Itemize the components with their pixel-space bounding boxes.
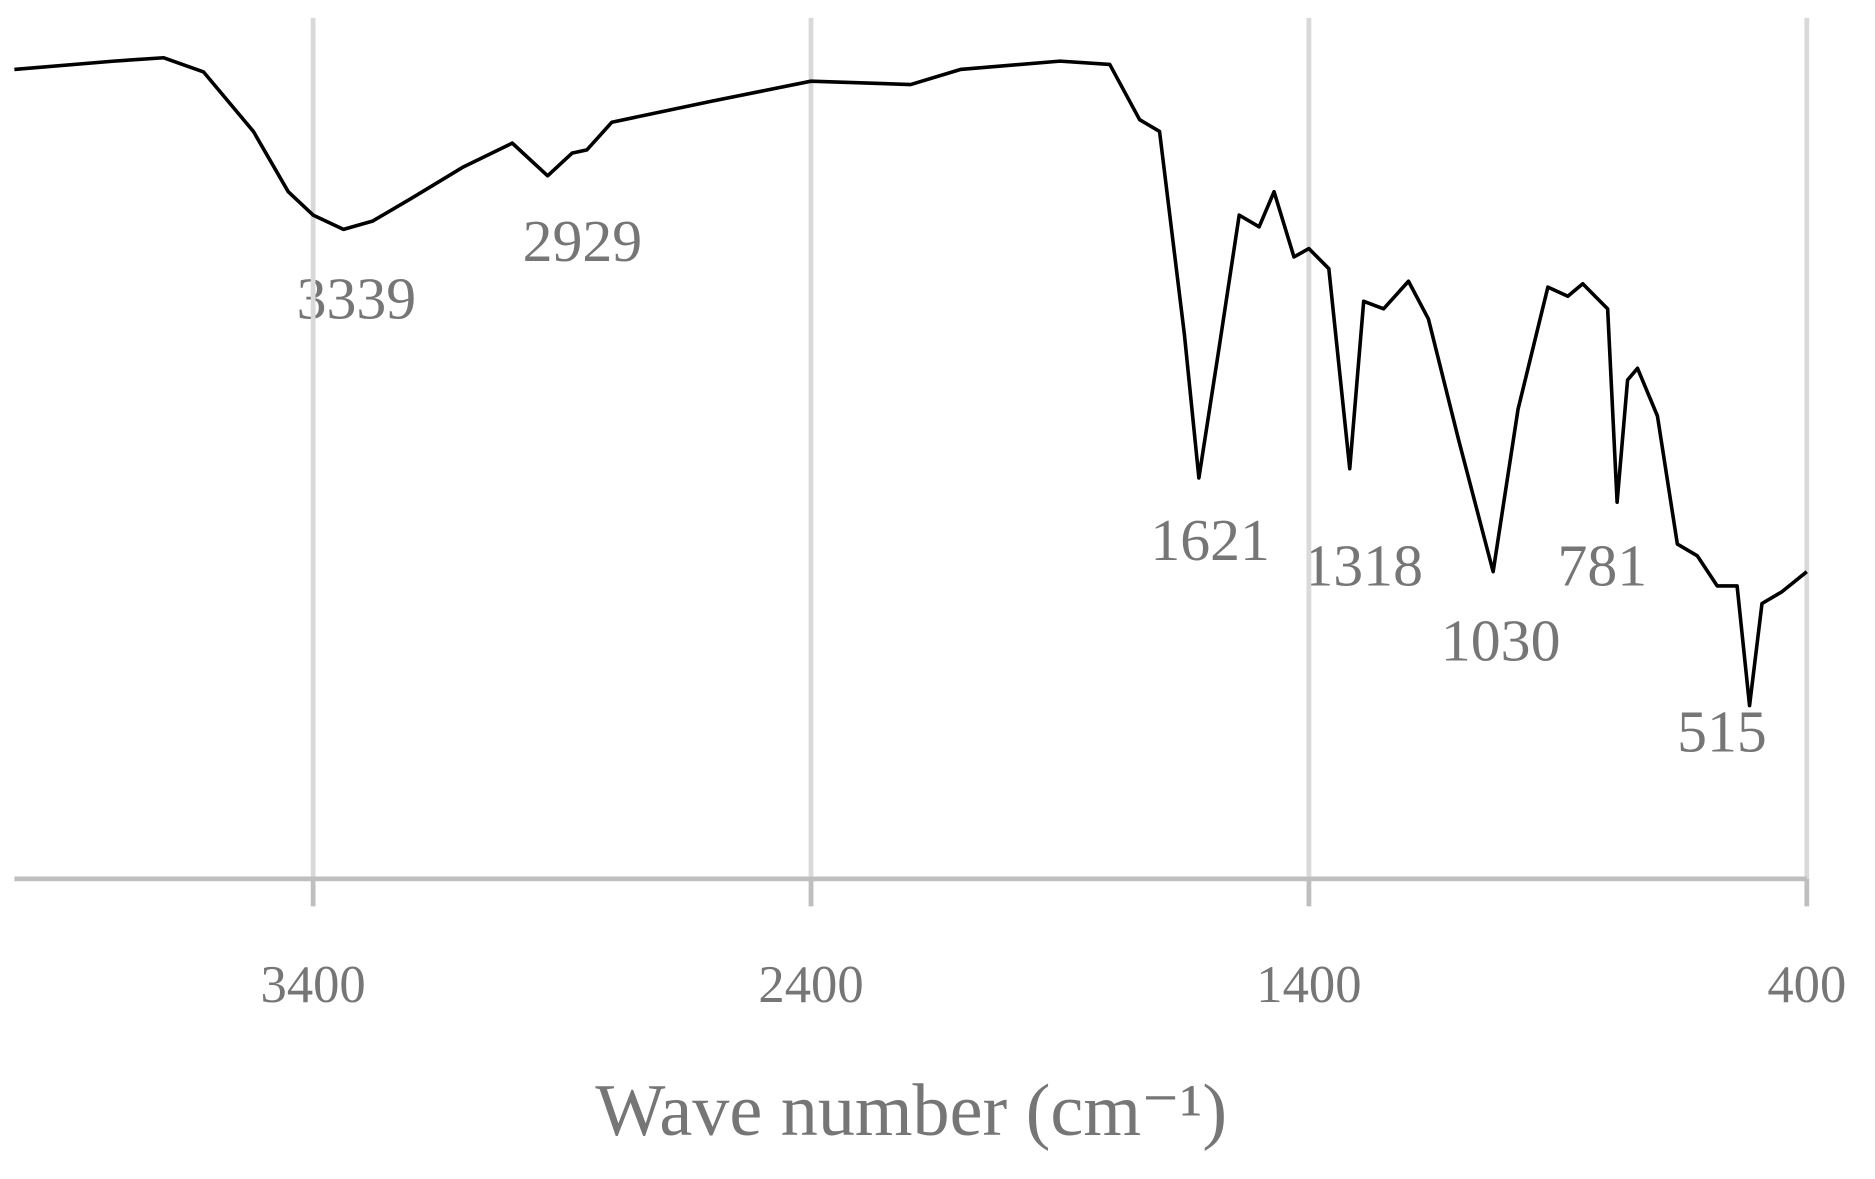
peak-label: 2929 (523, 208, 643, 274)
x-tick-label: 3400 (261, 956, 366, 1014)
peak-label: 515 (1677, 698, 1767, 764)
peak-label: 1621 (1150, 507, 1270, 573)
x-axis-title: Wave number (cm⁻¹) (595, 1070, 1227, 1152)
peak-label: 781 (1558, 532, 1648, 598)
x-tick-label: 400 (1767, 956, 1846, 1014)
x-tick-label: 1400 (1256, 956, 1361, 1014)
x-tick-label: 2400 (758, 956, 863, 1014)
peak-label: 3339 (297, 266, 417, 332)
peak-label: 1030 (1441, 608, 1561, 674)
spectrum-line (14, 55, 1808, 708)
peak-label: 1318 (1303, 532, 1423, 598)
